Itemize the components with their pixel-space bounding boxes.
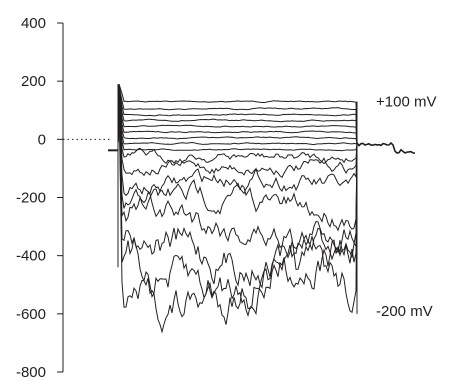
current-traces: [108, 83, 415, 334]
current-trace: [117, 94, 358, 232]
current-trace: [117, 90, 358, 146]
current-trace: [117, 89, 358, 145]
current-trace: [117, 97, 358, 318]
y-tick-label: 0: [38, 131, 46, 148]
annotation-plus-100-mv: +100 mV: [376, 94, 436, 111]
current-trace: [117, 95, 358, 259]
y-tick-label: 200: [21, 73, 46, 90]
y-tick-label: 400: [21, 15, 46, 32]
current-trace: [117, 84, 358, 145]
y-tick-label: -600: [16, 306, 46, 323]
current-trace: [117, 92, 358, 179]
current-trace: [117, 91, 358, 152]
y-tick-label: -800: [16, 364, 46, 381]
current-trace: [117, 93, 358, 197]
y-tick-label: -400: [16, 248, 46, 265]
annotations: +100 mV -200 mV: [376, 94, 436, 320]
annotation-minus-200-mv: -200 mV: [376, 303, 433, 320]
current-trace: [117, 88, 358, 145]
current-trace: [117, 86, 358, 145]
current-trace: [117, 87, 358, 145]
y-tick-label: -200: [16, 190, 46, 207]
tail-current-trace: [356, 141, 415, 154]
current-trace: [117, 98, 358, 334]
current-trace: [117, 83, 358, 145]
current-trace: [117, 85, 358, 145]
current-trace: [117, 91, 358, 165]
current-trace: [117, 96, 358, 289]
y-axis: 400 200 0 -200 -400 -600 -800: [16, 15, 112, 381]
